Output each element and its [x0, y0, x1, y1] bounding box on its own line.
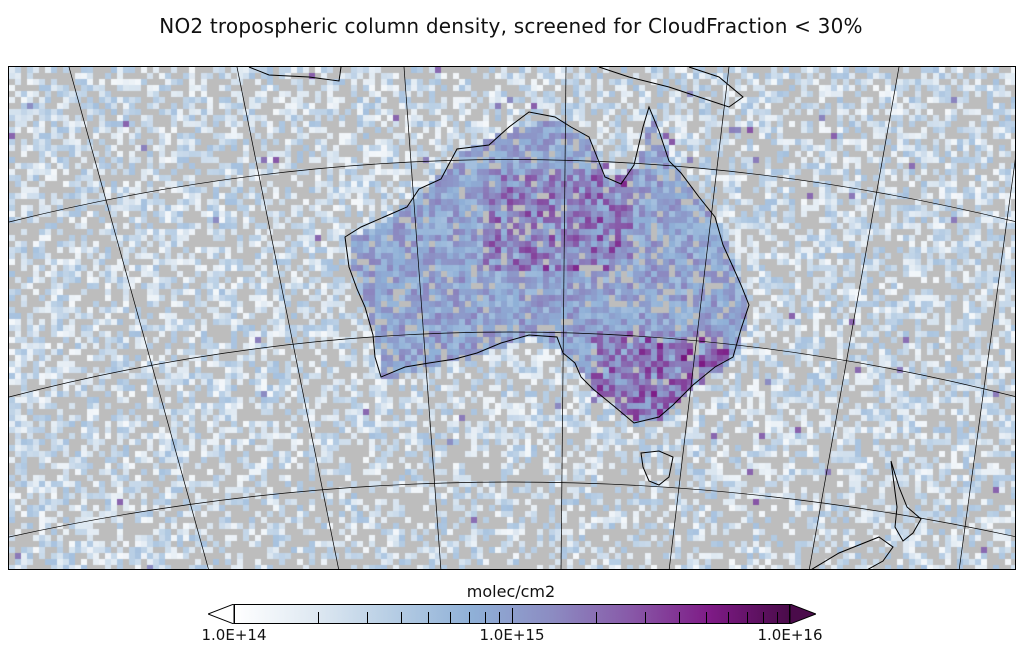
- meridian-line: [958, 159, 1015, 569]
- colorbar-label: molec/cm2: [466, 582, 556, 601]
- colorbar-minor-tick: [595, 612, 597, 624]
- colorbar-minor-tick: [777, 612, 779, 624]
- meridian-line: [668, 67, 730, 569]
- tasmania-coastline: [640, 450, 674, 486]
- new-zealand-south-coastline: [811, 536, 894, 569]
- colorbar-minor-tick: [468, 612, 470, 624]
- meridian-line: [403, 67, 442, 569]
- australia-coastline: [344, 105, 750, 424]
- map-panel[interactable]: [8, 66, 1016, 570]
- colorbar-minor-tick: [401, 612, 403, 624]
- new-zealand-north-coastline: [890, 460, 922, 542]
- colorbar-minor-tick: [679, 612, 681, 624]
- parallel-line: [9, 159, 1015, 223]
- colorbar-minor-tick: [428, 612, 430, 624]
- colorbar-minor-tick: [317, 612, 319, 624]
- colorbar-minor-tick: [706, 612, 708, 624]
- colorbar-minor-tick: [746, 612, 748, 624]
- colorbar-tick-label-mid: 1.0E+15: [479, 626, 545, 644]
- new-guinea-coastline: [598, 67, 744, 108]
- parallel-line: [9, 481, 1015, 538]
- colorbar-low-arrow: [208, 604, 234, 624]
- colorbar-minor-tick: [485, 612, 487, 624]
- no2-data-grid: [9, 67, 1015, 569]
- colorbar-minor-tick: [499, 612, 501, 624]
- colorbar-major-tick: [512, 608, 513, 624]
- map-title: NO2 tropospheric column density, screene…: [159, 14, 863, 38]
- colorbar-major-tick: [789, 608, 790, 624]
- meridian-line: [560, 67, 567, 569]
- colorbar-tick-label-max: 1.0E+16: [757, 626, 823, 644]
- indonesia-coastline: [248, 67, 342, 82]
- parallel-line: [9, 331, 1015, 398]
- meridian-line: [236, 67, 339, 569]
- meridian-line: [809, 67, 900, 569]
- colorbar-minor-tick: [644, 612, 646, 624]
- map-overlay: [9, 67, 1015, 569]
- coastlines: [248, 67, 922, 569]
- colorbar-tick-label-min: 1.0E+14: [201, 626, 267, 644]
- colorbar-minor-tick: [366, 612, 368, 624]
- colorbar-high-arrow: [790, 604, 816, 624]
- graticule: [9, 67, 1015, 569]
- colorbar-major-tick: [234, 608, 235, 624]
- colorbar-minor-tick: [763, 612, 765, 624]
- colorbar-minor-tick: [728, 612, 730, 624]
- colorbar-minor-tick: [450, 612, 452, 624]
- meridian-line: [68, 67, 209, 569]
